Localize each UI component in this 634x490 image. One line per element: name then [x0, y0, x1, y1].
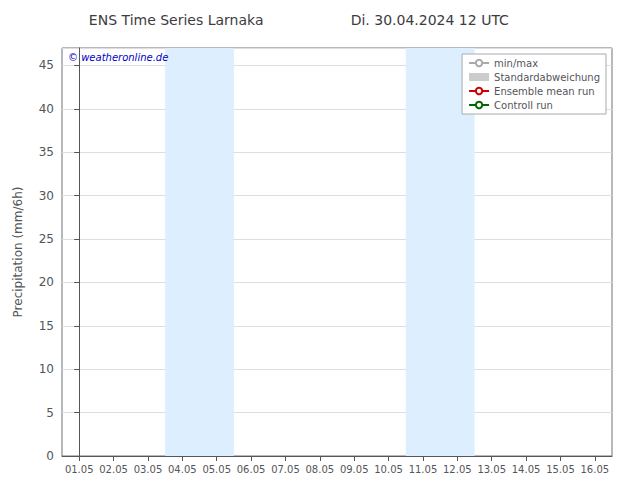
- svg-text:15: 15: [39, 319, 54, 333]
- svg-text:20: 20: [39, 275, 54, 289]
- svg-text:5: 5: [46, 406, 54, 420]
- svg-text:07.05: 07.05: [271, 464, 300, 475]
- svg-text:08.05: 08.05: [305, 464, 334, 475]
- svg-text:0: 0: [46, 449, 54, 463]
- svg-text:30: 30: [39, 189, 54, 203]
- svg-text:Di. 30.04.2024 12 UTC: Di. 30.04.2024 12 UTC: [351, 12, 509, 28]
- svg-text:13.05: 13.05: [477, 464, 506, 475]
- svg-text:04.05: 04.05: [168, 464, 197, 475]
- svg-text:Precipitation (mm/6h): Precipitation (mm/6h): [11, 187, 25, 318]
- svg-text:Controll run: Controll run: [494, 100, 553, 111]
- svg-text:min/max: min/max: [494, 58, 538, 69]
- svg-text:03.05: 03.05: [134, 464, 163, 475]
- svg-text:05.05: 05.05: [202, 464, 231, 475]
- svg-text:35: 35: [39, 145, 54, 159]
- svg-text:© weatheronline.de: © weatheronline.de: [68, 52, 168, 63]
- svg-text:12.05: 12.05: [443, 464, 472, 475]
- svg-text:01.05: 01.05: [65, 464, 94, 475]
- svg-text:Standardabweichung: Standardabweichung: [494, 72, 600, 83]
- svg-text:45: 45: [39, 58, 54, 72]
- svg-text:ENS Time Series Larnaka: ENS Time Series Larnaka: [89, 12, 264, 28]
- svg-text:40: 40: [39, 102, 54, 116]
- svg-text:06.05: 06.05: [237, 464, 266, 475]
- svg-text:25: 25: [39, 232, 54, 246]
- svg-text:15.05: 15.05: [546, 464, 575, 475]
- svg-text:11.05: 11.05: [409, 464, 438, 475]
- svg-text:09.05: 09.05: [340, 464, 369, 475]
- svg-text:Ensemble mean run: Ensemble mean run: [494, 86, 595, 97]
- svg-text:16.05: 16.05: [580, 464, 609, 475]
- svg-text:10: 10: [39, 362, 54, 376]
- svg-text:10.05: 10.05: [374, 464, 403, 475]
- svg-text:02.05: 02.05: [99, 464, 128, 475]
- svg-text:14.05: 14.05: [512, 464, 541, 475]
